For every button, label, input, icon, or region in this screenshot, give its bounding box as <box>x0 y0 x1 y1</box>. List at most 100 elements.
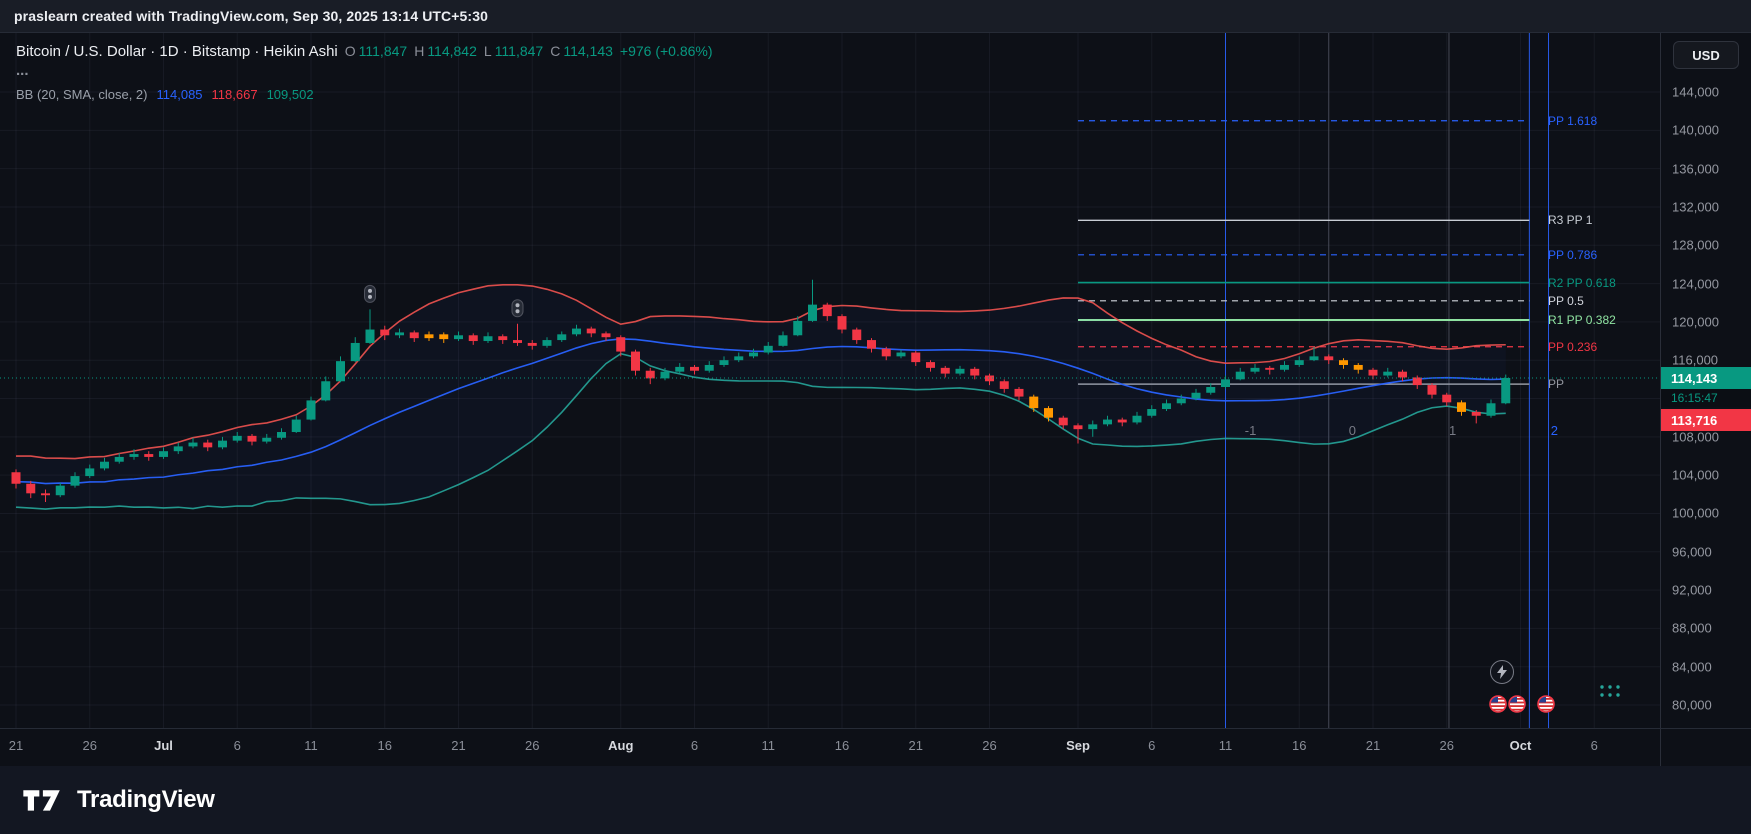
time-axis[interactable]: 21 26 Jul 6 11 16 21 26 Aug 6 11 16 21 26 Sep 6 11 16 21 26… <box>0 728 1660 766</box>
candle-body <box>1162 403 1171 410</box>
candle-body <box>498 336 508 341</box>
candle-body <box>336 361 345 382</box>
candle-body <box>114 456 124 462</box>
candle-body <box>1221 379 1230 388</box>
lightning-event-icon[interactable] <box>1490 660 1514 684</box>
candle-body <box>586 328 596 334</box>
candle-event-marker-dot <box>515 303 520 308</box>
candle-body <box>1294 360 1304 365</box>
candle-body <box>1501 377 1511 404</box>
indicator-row: BB (20, SMA, close, 2) 114,085 118,667 1… <box>16 87 713 102</box>
indicator-title[interactable]: BB (20, SMA, close, 2) <box>16 87 148 102</box>
chart-area[interactable]: PP 1.618 R3 PP 1 PP 0.786 R2 PP 0.618 PP 0.5… <box>0 33 1660 728</box>
chart-legend: Bitcoin / U.S. Dollar · 1D · Bitstamp · … <box>16 43 713 102</box>
candle-body <box>940 367 950 374</box>
time-tick-label: Oct <box>1509 738 1532 753</box>
candle-body <box>645 370 655 379</box>
candle-body <box>704 364 714 371</box>
chart-canvas[interactable] <box>0 33 1660 728</box>
price-tick-label: 128,000 <box>1672 237 1719 253</box>
price-tick-label: 96,000 <box>1672 544 1712 560</box>
time-tick-label: 11 <box>761 738 776 753</box>
candle-body <box>719 360 729 365</box>
footer-bar: TradingView <box>0 766 1751 834</box>
candle-body <box>1471 411 1481 416</box>
us-flag-event-icon[interactable] <box>1508 695 1526 713</box>
candle-body <box>778 335 788 346</box>
candle-body <box>1044 408 1053 418</box>
candle-body <box>690 366 699 371</box>
tradingview-brand-text[interactable]: TradingView <box>77 786 215 813</box>
candle-body <box>55 485 65 496</box>
low-value: 111,847 <box>494 43 544 59</box>
candle-body <box>985 375 994 382</box>
legend-more-button[interactable]: ... <box>16 62 29 79</box>
price-tick-label: 140,000 <box>1672 122 1719 138</box>
us-flag-event-icon[interactable] <box>1537 695 1555 713</box>
candle-body <box>129 454 139 457</box>
candle-body <box>188 442 198 447</box>
candle-body <box>1324 356 1334 361</box>
time-tick-label: Aug <box>608 738 634 753</box>
us-flag-event-icon[interactable] <box>1489 695 1507 713</box>
candle-body <box>881 348 891 357</box>
open-label: O <box>344 43 356 59</box>
candle-body <box>1250 367 1260 372</box>
time-tick-label: 26 <box>1439 738 1454 753</box>
candle-body <box>660 371 670 379</box>
candle-body <box>542 340 552 346</box>
candle-body <box>1103 419 1112 425</box>
symbol-title[interactable]: Bitcoin / U.S. Dollar · 1D · Bitstamp · … <box>16 43 338 60</box>
candle-body <box>926 362 935 368</box>
alert-price-badge: 113,716 <box>1661 409 1751 431</box>
time-tick-label: 21 <box>908 738 923 753</box>
candle-body <box>793 320 803 336</box>
currency-button[interactable]: USD <box>1673 41 1739 69</box>
candle-body <box>1117 419 1127 423</box>
candle-body <box>144 454 154 457</box>
bb-lower-value: 109,502 <box>266 87 314 102</box>
candle-body <box>955 368 965 374</box>
candle-body <box>1191 392 1201 399</box>
candle-body <box>513 340 522 343</box>
candle-body <box>173 446 183 452</box>
candle-body <box>26 483 36 494</box>
high-value: 114,842 <box>427 43 477 59</box>
attribution-text: praslearn created with TradingView.com, … <box>14 8 488 24</box>
candle-body <box>85 468 95 477</box>
candle-body <box>291 419 301 433</box>
price-tick-label: 104,000 <box>1672 467 1719 483</box>
price-tick-label: 80,000 <box>1672 697 1712 713</box>
candle-body <box>1073 425 1083 430</box>
candle-body <box>734 356 744 361</box>
time-tick-label: 16 <box>834 738 850 753</box>
bb-basis-line <box>15 338 1506 485</box>
candle-event-marker[interactable] <box>364 284 376 303</box>
bb-upper-band <box>15 284 1506 460</box>
candle-body <box>100 461 109 469</box>
price-tick-label: 144,000 <box>1672 84 1719 100</box>
price-tick-label: 136,000 <box>1672 161 1719 177</box>
time-tick-label: 21 <box>451 738 466 753</box>
candle-body <box>1398 371 1407 378</box>
tradingview-logo-icon[interactable] <box>18 784 66 816</box>
candle-body <box>763 345 773 353</box>
price-scale[interactable]: 144,000 140,000 136,000 132,000 128,000 124,0… <box>1660 33 1751 728</box>
candle-body <box>911 352 921 363</box>
candle-event-marker[interactable] <box>511 299 524 318</box>
time-tick-label: 6 <box>233 738 241 753</box>
price-tick-label: 100,000 <box>1672 505 1719 521</box>
candle-body <box>1014 388 1024 397</box>
candle-body <box>999 381 1009 389</box>
change-value: +976 (+0.86%) <box>619 43 713 59</box>
price-tick-label: 124,000 <box>1672 276 1719 292</box>
price-tick-label: 84,000 <box>1672 659 1712 675</box>
time-tick-label: 11 <box>304 738 318 753</box>
candle-body <box>867 340 876 349</box>
time-tick-label: 6 <box>1148 738 1156 753</box>
time-tick-label: 26 <box>982 738 997 753</box>
candle-body <box>837 316 847 330</box>
candle-body <box>159 451 168 457</box>
candle-body <box>306 400 316 420</box>
time-tick-label: 6 <box>690 738 699 753</box>
